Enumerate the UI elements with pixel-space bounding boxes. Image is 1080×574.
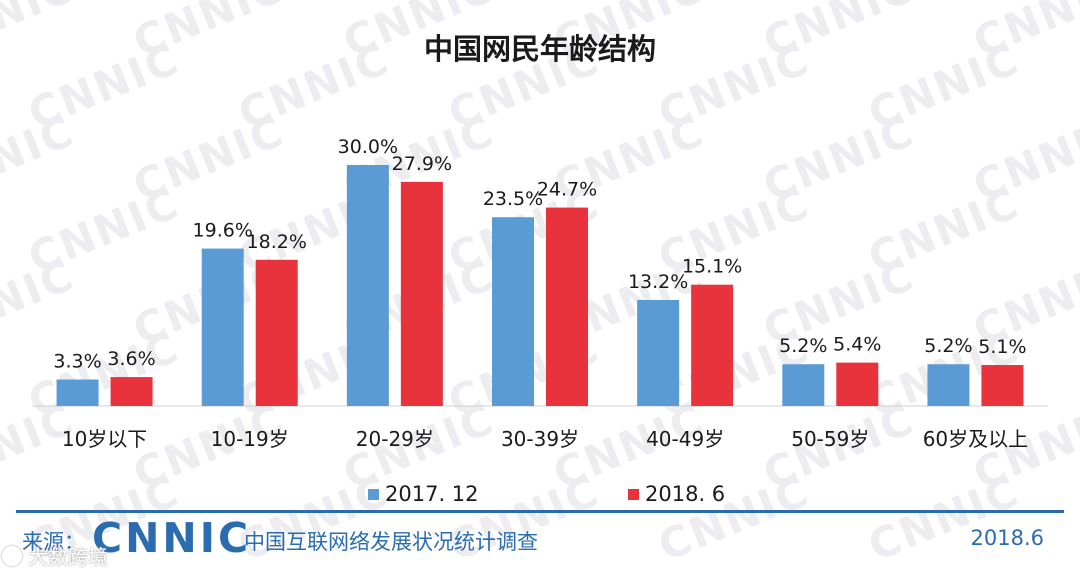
data-label: 3.6%	[107, 348, 155, 370]
report-date: 2018.6	[970, 526, 1044, 550]
bar-2018	[981, 365, 1024, 406]
data-label: 30.0%	[338, 136, 398, 158]
data-label: 5.4%	[833, 334, 881, 356]
bar-2017	[492, 217, 534, 406]
bar-2017	[637, 299, 680, 406]
category-label: 10岁以下	[62, 427, 147, 451]
source-label: 来源：	[22, 530, 85, 554]
bar-2017	[782, 364, 825, 406]
bar-2018	[836, 362, 879, 406]
data-label: 5.2%	[924, 335, 972, 357]
account-name: 大数跨境	[28, 545, 108, 569]
bar-2018	[691, 284, 734, 406]
data-label: 5.1%	[978, 336, 1026, 358]
bar-2018	[546, 207, 588, 406]
category-label: 50-59岁	[791, 427, 869, 451]
bar-2017	[927, 364, 970, 406]
bar-2018	[255, 259, 298, 406]
legend-label-2017: 2017. 12	[385, 482, 479, 506]
category-label: 10-19岁	[211, 427, 289, 451]
data-label: 18.2%	[247, 231, 307, 253]
data-label: 5.2%	[779, 335, 827, 357]
data-label: 15.1%	[682, 256, 742, 278]
category-label: 20-29岁	[356, 427, 434, 451]
category-label: 60岁及以上	[923, 427, 1028, 451]
data-label: 27.9%	[392, 153, 452, 175]
survey-name: 中国互联网络发展状况统计调查	[244, 530, 538, 554]
chart-title: 中国网民年龄结构	[423, 32, 656, 66]
data-label: 23.5%	[483, 188, 543, 210]
data-label: 19.6%	[193, 220, 253, 242]
data-label: 24.7%	[537, 179, 597, 201]
legend-item-2018: 2018. 6	[628, 482, 725, 506]
account-logo-icon	[2, 545, 22, 566]
footer-divider	[16, 510, 1064, 513]
cnnic-logo: CNNIC	[92, 514, 252, 562]
data-label: 13.2%	[628, 271, 688, 293]
category-label: 40-49岁	[646, 427, 724, 451]
legend-swatch-2018	[628, 488, 639, 500]
account-watermark: 大数跨境	[2, 541, 108, 570]
bar-2018	[400, 181, 443, 406]
bar-2018	[110, 377, 153, 406]
legend-label-2018: 2018. 6	[645, 482, 726, 506]
legend-swatch-2017	[368, 488, 379, 500]
category-label: 30-39岁	[501, 427, 579, 451]
bar-2017	[201, 248, 244, 406]
data-label: 3.3%	[53, 350, 101, 372]
legend-item-2017: 2017. 12	[368, 482, 479, 506]
bar-2017	[346, 165, 389, 406]
bar-2017	[56, 379, 99, 406]
